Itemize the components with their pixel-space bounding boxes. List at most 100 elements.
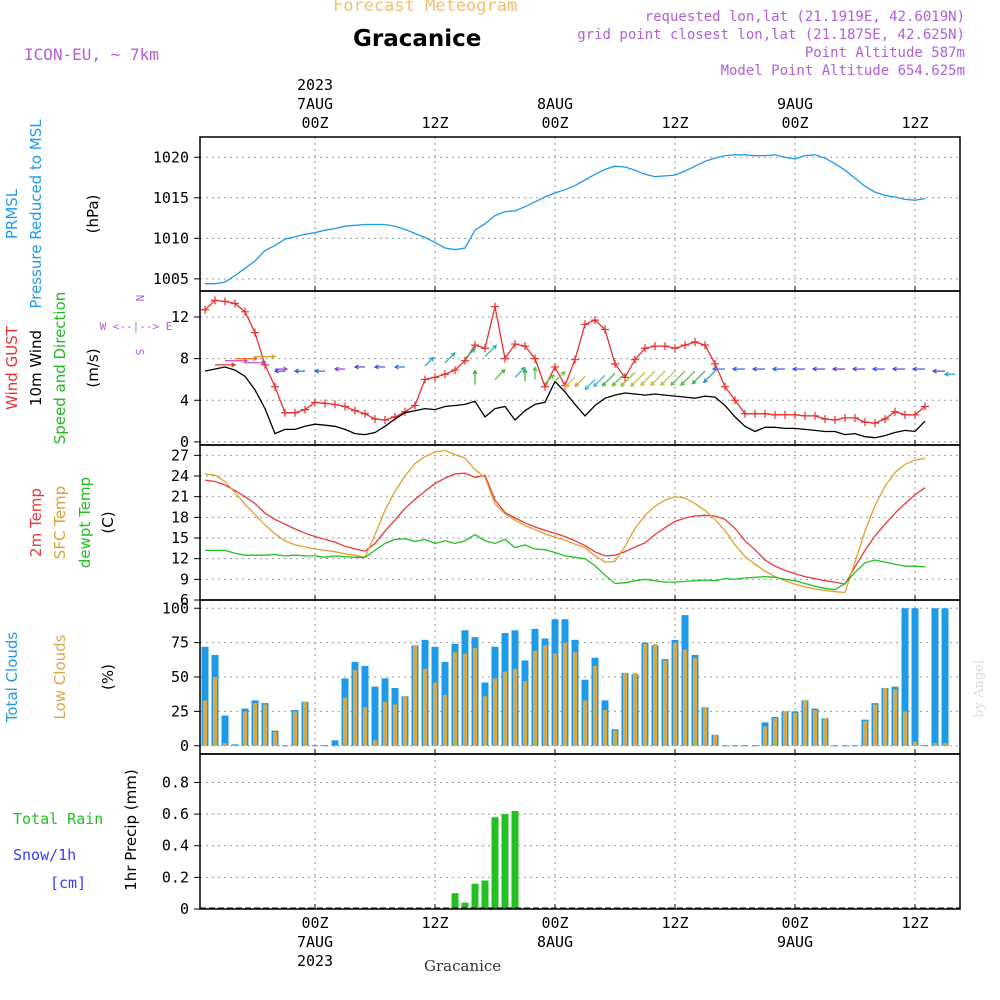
panel-clouds-low-bar <box>813 710 817 746</box>
panel-clouds-low-bar <box>603 710 607 746</box>
panel-wind-wind-arrowhead <box>791 366 797 372</box>
panel-wind-marker <box>611 359 619 368</box>
panel-precip-rain-bar <box>461 902 469 909</box>
panel-wind-wind-arrowhead <box>522 368 528 374</box>
panel-pressure-side-label: (hPa) <box>84 195 102 234</box>
panel-clouds-low-bar <box>403 696 407 746</box>
panel-wind-wind-arrowhead <box>429 356 435 362</box>
panel-precip-rain-label: Total Rain <box>13 810 103 828</box>
panel-wind-wind-arrowhead <box>702 378 708 384</box>
top-time-label: 8AUG <box>537 95 573 113</box>
panel-temperature-ytick-label: 24 <box>171 467 189 485</box>
panel-wind-wind-arrowhead <box>771 366 777 372</box>
panel-wind-wind-arrow <box>464 348 476 360</box>
panel-wind-wind-arrowhead <box>271 354 277 359</box>
panel-wind-marker <box>361 409 369 418</box>
point-altitude: Point Altitude 587m <box>804 45 965 61</box>
top-time-label: 2023 <box>297 76 333 94</box>
top-time-label: 12Z <box>661 114 688 132</box>
panel-wind-wind-arrowhead <box>373 364 379 370</box>
panel-wind-marker <box>351 406 359 415</box>
panel-clouds-side-label: Low Clouds <box>51 634 69 719</box>
panel-wind-marker <box>901 410 909 419</box>
panel-temperature-side-label: 2m Temp <box>27 488 45 557</box>
panel-wind-marker <box>661 342 669 351</box>
panel-wind-wind-arrowhead <box>353 364 359 370</box>
panel-wind-marker <box>311 398 319 407</box>
panel-clouds-low-bar <box>803 700 807 746</box>
bottom-time-label: 00Z <box>781 914 808 932</box>
panel-wind-wind-arrowhead <box>751 366 757 372</box>
panel-wind-side-label: 10m Wind <box>27 330 45 406</box>
compass-north: N <box>133 295 146 302</box>
panel-clouds-side-label: Total Clouds <box>3 632 21 724</box>
gridpoint-coords: grid point closest lon,lat (21.1875E, 42… <box>577 27 965 43</box>
panel-wind-wind-arrow <box>484 344 497 357</box>
panel-wind-frame <box>199 290 961 446</box>
panel-wind-marker <box>771 410 779 419</box>
panel-wind-marker <box>811 411 819 420</box>
panel-temperature-side-label: SFC Temp <box>51 486 69 559</box>
panel-clouds-low-bar <box>393 704 397 746</box>
panel-wind-marker <box>531 354 539 363</box>
panel-precip-rain-bar <box>481 880 489 909</box>
bottom-time-label: 8AUG <box>537 933 573 951</box>
panel-wind-wind-arrowhead <box>560 370 566 376</box>
panel-clouds-low-bar <box>353 670 357 746</box>
panel-wind-wind-arrowhead <box>253 356 259 362</box>
panel-clouds-ytick-label: 25 <box>171 702 189 720</box>
panel-precip-rain-bar <box>491 817 499 909</box>
panel-clouds-low-bar <box>783 711 787 746</box>
bottom-time-label: 00Z <box>541 914 568 932</box>
panel-wind-wind-arrow <box>650 370 666 386</box>
watermark: by Angel <box>972 660 987 718</box>
panel-wind-marker <box>751 409 759 418</box>
panel-temperature-ytick-label: 27 <box>171 446 189 464</box>
panel-temperature-side-label: (C) <box>99 511 117 533</box>
panel-clouds-ytick-label: 50 <box>171 668 189 686</box>
panel-wind-wind-arrow <box>660 370 676 386</box>
panel-wind-marker <box>371 414 379 423</box>
panel-clouds-total-bar <box>221 715 229 746</box>
panel-temperature-line-2m <box>204 472 926 585</box>
panel-wind-wind-arrow <box>593 374 606 387</box>
panel-wind-marker <box>631 355 639 364</box>
panel-wind-wind-arrowhead <box>611 381 617 387</box>
panel-wind-wind-arrowhead <box>261 360 267 366</box>
panel-clouds-low-bar <box>713 734 717 746</box>
panel-pressure-ytick-label: 1010 <box>153 229 189 247</box>
panel-clouds-low-bar <box>763 726 767 746</box>
panel-clouds-total-bar <box>331 740 339 746</box>
panel-wind-marker <box>441 370 449 379</box>
location-title: Gracanice <box>353 26 482 52</box>
panel-wind-marker <box>571 355 579 364</box>
panel-wind-marker <box>621 373 629 382</box>
panel-clouds-low-bar <box>373 740 377 746</box>
panel-clouds-low-bar <box>503 671 507 746</box>
bottom-time-label: 12Z <box>661 914 688 932</box>
panel-wind-marker <box>911 410 919 419</box>
panel-clouds-low-bar <box>523 681 527 746</box>
panel-clouds-low-bar <box>423 668 427 746</box>
panel-clouds-low-bar <box>303 701 307 746</box>
panel-wind-wind-arrow <box>611 372 626 387</box>
panel-wind-ytick-label: 4 <box>180 391 189 409</box>
panel-wind-wind-arrow <box>494 369 506 380</box>
panel-temperature-ytick-label: 6 <box>180 591 189 609</box>
panel-wind-wind-arrowhead <box>532 366 538 372</box>
panel-wind-marker <box>511 340 519 349</box>
panel-wind-marker <box>291 408 299 417</box>
panel-wind-marker <box>781 410 789 419</box>
panel-clouds-low-bar <box>513 668 517 746</box>
panel-precip-frame <box>199 753 961 910</box>
panel-precip-snow-label: Snow/1h <box>13 846 76 864</box>
panel-precip-rain-bar <box>471 883 479 909</box>
panel-wind-wind-arrowhead <box>711 366 717 372</box>
panel-temperature-line-dewpt <box>205 533 926 591</box>
panel-clouds-low-bar <box>253 703 257 746</box>
panel-wind-side-label: Wind GUST <box>3 325 21 410</box>
top-time-label: 00Z <box>301 114 328 132</box>
model-altitude: Model Point Altitude 654.625m <box>720 63 965 79</box>
bottom-time-label: 2023 <box>297 952 333 970</box>
